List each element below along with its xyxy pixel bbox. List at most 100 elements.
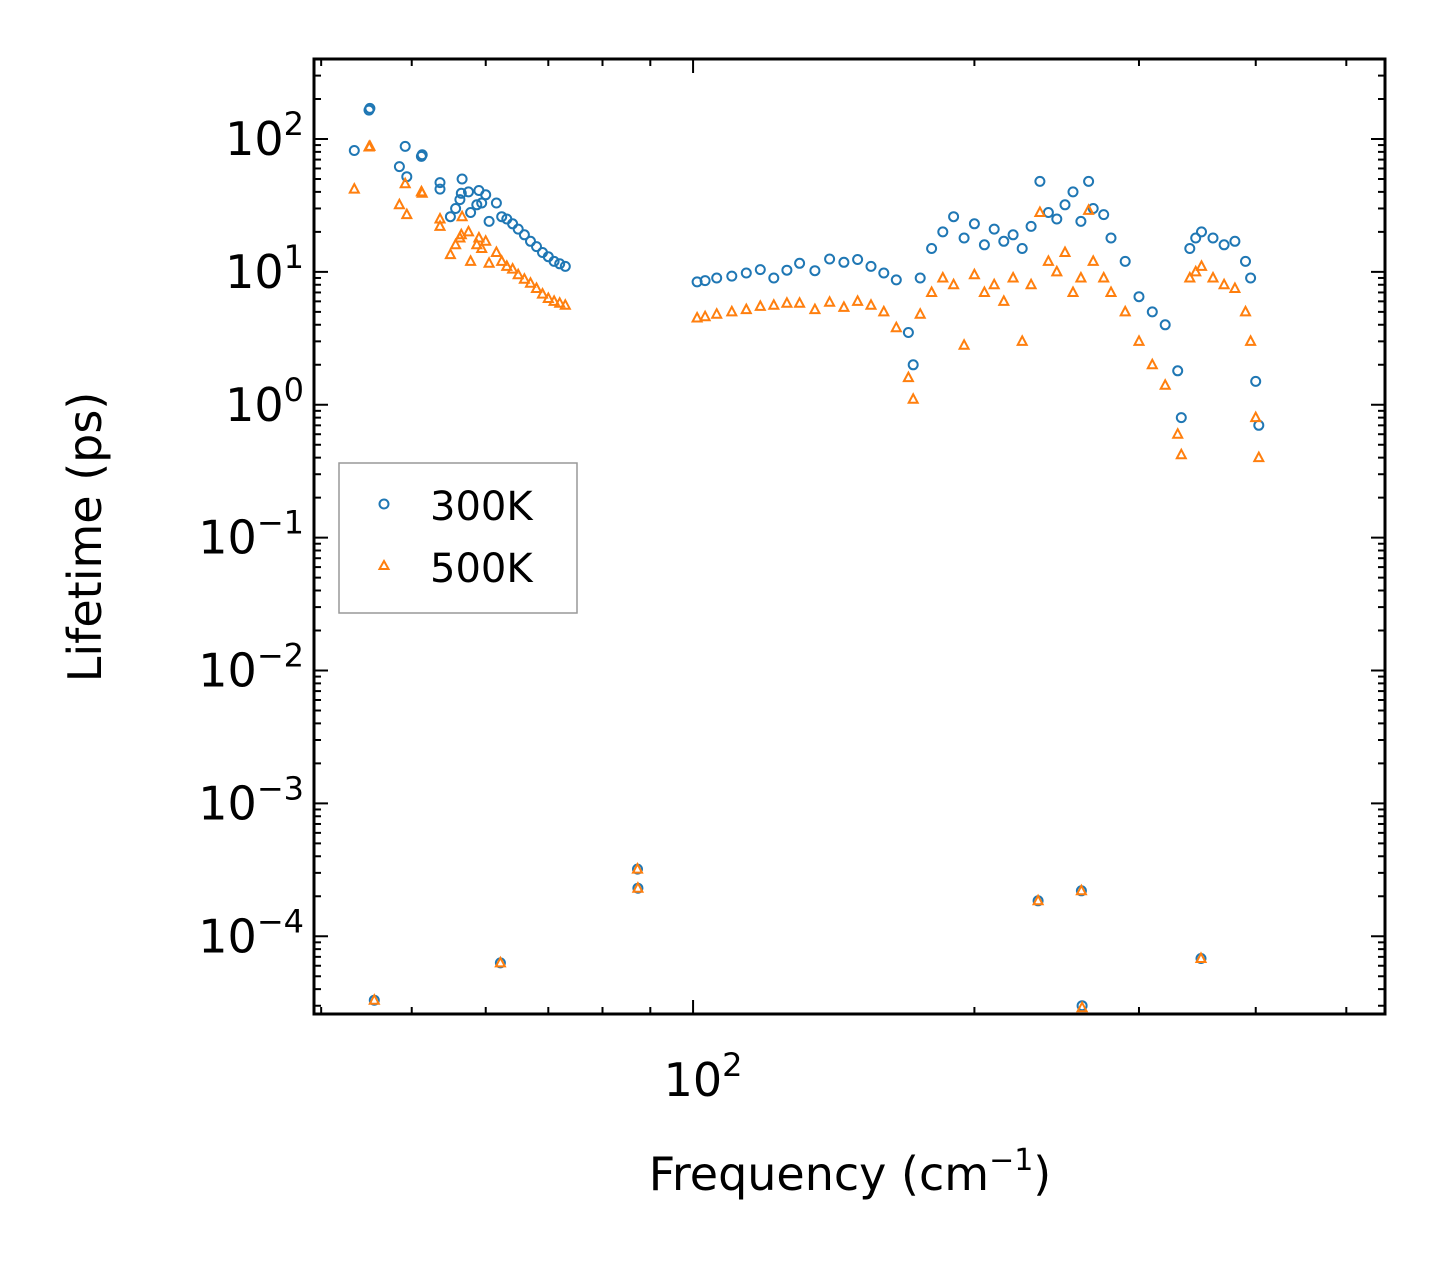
data-point-500k <box>1189 264 1202 277</box>
data-point-300k <box>1025 220 1037 232</box>
data-point-300k <box>463 186 474 198</box>
data-point-500k <box>793 296 806 308</box>
data-point-500k <box>1031 893 1045 906</box>
y-tick-label: 102 <box>225 105 304 166</box>
data-point-300k <box>490 197 502 209</box>
data-point-500k <box>1024 277 1038 290</box>
data-point-500k <box>725 304 738 317</box>
x-axis-label-suffix: ) <box>1033 1147 1051 1201</box>
data-point-500k <box>393 197 406 210</box>
data-point-500k <box>690 310 704 323</box>
data-point-300k <box>559 260 571 272</box>
data-point-300k <box>781 264 793 276</box>
data-point-300k <box>531 241 542 253</box>
data-point-500k <box>1249 410 1262 423</box>
legend-label-500k: 500K <box>430 546 534 592</box>
data-point-500k <box>947 277 960 290</box>
data-point-500k <box>808 302 822 315</box>
data-point-300k <box>988 223 1000 235</box>
data-point-500k <box>740 302 753 315</box>
data-point-500k <box>837 300 851 312</box>
data-point-300k <box>455 187 467 199</box>
data-point-300k <box>465 207 477 218</box>
data-point-300k <box>1075 215 1087 227</box>
data-point-300k <box>1146 306 1158 318</box>
data-point-500k <box>1075 1000 1089 1013</box>
data-point-300k <box>1083 175 1095 187</box>
data-point-500k <box>767 298 780 310</box>
data-point-500k <box>1066 285 1080 297</box>
data-point-500k <box>363 139 377 151</box>
data-point-500k <box>1217 277 1231 290</box>
data-point-300k <box>948 211 960 223</box>
data-point-300k <box>416 149 428 161</box>
y-tick-label: 10−1 <box>198 504 304 565</box>
data-point-500k <box>925 285 938 297</box>
data-point-300k <box>1034 175 1046 187</box>
data-point-500k <box>1206 270 1220 283</box>
data-point-500k <box>475 241 488 253</box>
y-tick-label: 10−2 <box>198 637 304 698</box>
data-point-300k <box>1098 209 1110 221</box>
y-axis-label: Lifetime (ps) <box>58 392 112 683</box>
data-point-500k <box>936 270 949 283</box>
data-point-300k <box>902 327 914 338</box>
data-point-300k <box>838 256 850 268</box>
data-point-500k <box>512 267 525 280</box>
data-point-300k <box>1196 226 1207 238</box>
data-point-500k <box>877 304 890 317</box>
data-point-500k <box>416 186 429 198</box>
data-point-500k <box>455 227 468 240</box>
data-point-300k <box>434 177 446 189</box>
data-point-500k <box>1228 281 1242 293</box>
data-point-500k <box>1042 254 1055 266</box>
data-point-300k <box>1245 272 1257 284</box>
data-point-500k <box>1194 951 1208 963</box>
data-point-500k <box>698 309 712 322</box>
data-point-300k <box>914 272 926 284</box>
x-axis-label-main: Frequency (cm <box>649 1147 989 1201</box>
data-point-500k <box>494 955 507 968</box>
legend-marker-300k <box>378 498 390 510</box>
data-point-500k <box>455 209 469 222</box>
data-point-300k <box>554 258 566 270</box>
data-point-300k <box>1240 255 1251 267</box>
data-point-500k <box>433 219 447 231</box>
data-point-500k <box>547 294 561 306</box>
data-point-500k <box>464 254 477 266</box>
data-point-300k <box>471 199 483 211</box>
y-tick-label: 10−3 <box>198 769 304 830</box>
data-point-300k <box>1190 232 1202 244</box>
data-point-300k <box>444 211 456 223</box>
data-point-300k <box>1253 419 1265 431</box>
data-point-300k <box>548 255 560 267</box>
data-point-300k <box>768 272 780 284</box>
legend-frame <box>338 462 578 614</box>
data-point-500k <box>1252 450 1265 463</box>
data-point-300k <box>1159 319 1171 331</box>
data-point-500k <box>553 296 566 308</box>
data-point-300k <box>483 215 495 227</box>
data-point-300k <box>348 145 360 156</box>
data-point-500k <box>462 224 475 237</box>
data-point-300k <box>518 229 530 241</box>
data-point-500k <box>472 230 486 243</box>
data-point-300k <box>878 267 890 279</box>
data-point-500k <box>1058 245 1072 257</box>
data-point-300k <box>1007 229 1019 241</box>
data-point-500k <box>530 281 543 293</box>
data-point-500k <box>1097 270 1110 283</box>
data-point-500k <box>864 298 878 310</box>
y-tick-label: 101 <box>225 238 304 299</box>
data-point-300k <box>1051 213 1063 225</box>
data-point-500k <box>368 993 381 1005</box>
data-point-500k <box>444 247 457 260</box>
data-point-300k <box>1119 255 1131 267</box>
data-point-300k <box>434 183 446 195</box>
data-point-500k <box>495 254 508 266</box>
data-point-300k <box>998 235 1010 247</box>
data-point-500k <box>997 294 1010 306</box>
data-point-500k <box>1244 334 1257 346</box>
legend: 300K 500K <box>338 462 578 614</box>
